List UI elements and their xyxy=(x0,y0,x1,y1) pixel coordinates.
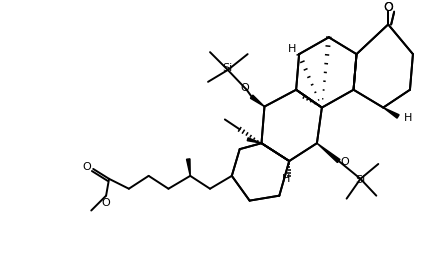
Text: H: H xyxy=(282,174,290,184)
Text: Si: Si xyxy=(223,63,233,73)
Polygon shape xyxy=(250,95,264,107)
Polygon shape xyxy=(247,138,261,143)
Text: O: O xyxy=(82,162,91,172)
Polygon shape xyxy=(187,159,190,176)
Text: H: H xyxy=(288,44,296,54)
Polygon shape xyxy=(317,143,340,162)
Text: H: H xyxy=(404,113,412,124)
Text: O: O xyxy=(341,157,349,167)
Text: O: O xyxy=(383,1,393,14)
Text: Si: Si xyxy=(355,175,366,185)
Text: O: O xyxy=(102,198,111,208)
Text: O: O xyxy=(383,1,393,14)
Polygon shape xyxy=(383,108,399,118)
Text: O: O xyxy=(240,83,249,93)
